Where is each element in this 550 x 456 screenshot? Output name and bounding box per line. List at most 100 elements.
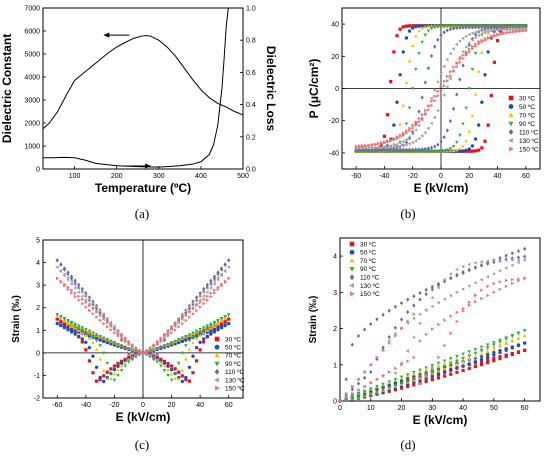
data-point: [73, 294, 78, 299]
data-point: [66, 328, 70, 332]
data-point: [205, 334, 209, 339]
data-point: [442, 30, 446, 35]
data-point: [159, 336, 163, 340]
data-point: [480, 296, 484, 301]
data-point: [458, 25, 462, 30]
data-point: [455, 354, 459, 359]
data-point: [105, 338, 110, 342]
data-point: [105, 340, 109, 345]
data-point: [430, 371, 435, 375]
data-point: [201, 294, 205, 298]
data-point: [166, 329, 170, 333]
data-point: [381, 312, 385, 317]
data-point: [437, 322, 441, 327]
data-point: [123, 360, 127, 364]
data-point: [344, 395, 349, 400]
data-point: [80, 294, 84, 298]
data-point: [458, 77, 462, 82]
data-point: [70, 288, 74, 293]
data-point: [373, 145, 377, 150]
data-point: [436, 89, 440, 94]
data-point: [159, 360, 163, 364]
legend-label: 110 ºC: [519, 129, 539, 136]
y-tick-label: 1000: [24, 144, 40, 151]
y2-tick-label: 0.0: [246, 167, 256, 174]
data-point: [452, 65, 456, 69]
data-point: [423, 146, 427, 152]
data-point: [387, 335, 391, 340]
data-point: [184, 318, 188, 323]
data-point: [430, 370, 435, 374]
y-tick-label: 5000: [24, 52, 40, 59]
data-point: [80, 290, 84, 294]
y-tick-label: -40: [329, 150, 339, 157]
data-point: [420, 26, 424, 30]
data-point: [152, 356, 156, 362]
legend-marker: [350, 291, 355, 297]
data-point: [471, 47, 475, 51]
data-point: [467, 149, 471, 153]
data-point: [504, 340, 508, 344]
data-point: [398, 141, 402, 145]
data-point: [455, 267, 459, 272]
x-tick-label: 0: [338, 405, 342, 412]
y-tick-label: 4: [333, 254, 337, 261]
x-axis-label: E (kV/cm): [116, 410, 171, 424]
x-tick-label: 400: [195, 173, 207, 180]
data-point: [170, 331, 174, 335]
y-axis-label: Strain (‰): [308, 296, 319, 344]
data-point: [393, 377, 398, 382]
data-point: [73, 322, 77, 326]
data-point: [436, 363, 441, 367]
data-point: [191, 312, 195, 316]
data-point: [223, 320, 227, 324]
data-point: [502, 31, 506, 35]
data-point: [418, 368, 422, 372]
data-point: [486, 358, 490, 362]
data-point: [62, 272, 66, 276]
legend-marker: [349, 274, 355, 281]
data-point: [476, 29, 480, 34]
data-point: [105, 370, 109, 374]
data-point: [98, 357, 102, 361]
data-point: [448, 27, 453, 32]
data-point: [169, 372, 174, 376]
data-point: [177, 325, 181, 329]
data-point: [101, 336, 106, 340]
data-point: [511, 277, 515, 282]
series-150-ºC: [338, 276, 527, 403]
data-point: [449, 359, 453, 363]
data-point: [412, 380, 416, 385]
data-point: [159, 339, 163, 344]
y-tick-label: -2: [34, 396, 40, 403]
data-point: [87, 345, 92, 350]
data-point: [461, 270, 465, 275]
data-point: [464, 34, 468, 39]
data-point: [470, 113, 475, 117]
data-point: [516, 336, 521, 340]
data-point: [473, 280, 477, 285]
data-point: [431, 327, 435, 331]
data-point: [208, 286, 213, 290]
legend-label: 90 ºC: [225, 361, 241, 368]
data-point: [385, 113, 390, 117]
data-point: [439, 33, 443, 38]
x-axis-label: Temperature (ºC): [95, 181, 191, 195]
data-point: [351, 384, 355, 389]
data-point: [91, 371, 95, 375]
y-tick-label: 0: [333, 399, 337, 406]
data-point: [404, 24, 409, 28]
data-point: [184, 377, 188, 382]
data-point: [448, 149, 453, 153]
data-point: [451, 106, 456, 111]
x-tick-label: 60: [225, 402, 233, 409]
data-point: [69, 321, 74, 326]
data-point: [414, 147, 418, 152]
y-tick-label: 2: [333, 326, 337, 333]
legend-marker: [508, 137, 513, 144]
data-point: [395, 34, 399, 38]
data-point: [399, 361, 403, 365]
data-point: [435, 80, 440, 84]
data-point: [393, 304, 397, 309]
data-point: [102, 316, 106, 320]
